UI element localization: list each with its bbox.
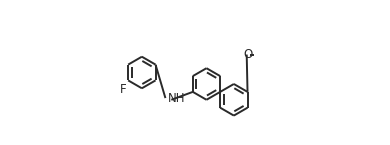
Text: NH: NH: [168, 92, 185, 105]
Text: O: O: [243, 48, 253, 61]
Text: F: F: [119, 83, 126, 96]
